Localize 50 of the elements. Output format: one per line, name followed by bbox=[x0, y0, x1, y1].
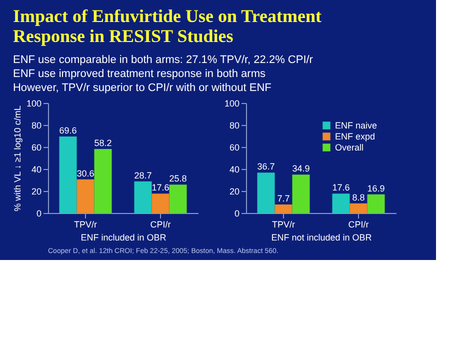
y-tick-label: 20 bbox=[229, 186, 240, 196]
legend-label: Overall bbox=[335, 142, 364, 152]
y-tick-label: 80 bbox=[31, 120, 42, 130]
data-label: 28.7 bbox=[134, 170, 152, 180]
y-tick-label: 100 bbox=[26, 98, 42, 108]
bar bbox=[169, 184, 187, 213]
y-tick-label: 0 bbox=[36, 208, 42, 218]
x-tick-label: TPV/r bbox=[74, 220, 98, 230]
legend-label: ENF expd bbox=[335, 132, 376, 142]
y-tick-label: 40 bbox=[31, 164, 42, 174]
bar bbox=[152, 194, 170, 213]
bar bbox=[94, 148, 112, 213]
y-tick-label: 80 bbox=[229, 120, 240, 130]
data-label: 25.8 bbox=[169, 174, 187, 184]
data-label: 7.7 bbox=[277, 194, 290, 204]
y-tick-label: 20 bbox=[31, 186, 42, 196]
y-tick-label: 60 bbox=[31, 142, 42, 152]
legend-label: ENF naive bbox=[335, 120, 378, 130]
x-tick-label: CPI/r bbox=[348, 220, 369, 230]
data-label: 16.9 bbox=[367, 183, 385, 194]
bar bbox=[134, 181, 152, 213]
x-tick-label: CPI/r bbox=[150, 220, 171, 230]
y-tick-label: 40 bbox=[229, 164, 240, 174]
text: ENF use improved treatment response in both arms bbox=[12, 68, 266, 80]
data-label: 17.6 bbox=[152, 182, 170, 193]
bar bbox=[76, 179, 94, 213]
text: ENF use comparable in both arms: 27.1% TPV/r, 22.2% CPI/r bbox=[12, 54, 313, 66]
y-axis-title: % with VL ↓ ≥1 log10 c/mL bbox=[12, 106, 22, 212]
data-label: 58.2 bbox=[94, 138, 112, 148]
data-label: 36.7 bbox=[257, 162, 275, 172]
data-label: 30.6 bbox=[76, 168, 94, 178]
x-axis-title: ENF not included in OBR bbox=[271, 232, 372, 242]
bar bbox=[59, 136, 77, 213]
y-tick-label: 100 bbox=[224, 98, 240, 108]
bar bbox=[292, 174, 310, 213]
data-label: 8.8 bbox=[352, 192, 365, 202]
x-tick-label: TPV/r bbox=[272, 220, 296, 230]
bar bbox=[274, 204, 292, 213]
bar bbox=[257, 172, 275, 213]
text: However, TPV/r superior to CPI/r with or without ENF bbox=[12, 82, 272, 94]
bar bbox=[367, 194, 385, 213]
y-tick-label: 0 bbox=[234, 208, 240, 218]
x-axis-title: ENF included in OBR bbox=[80, 232, 167, 242]
data-label: 69.6 bbox=[59, 125, 77, 136]
y-tick-label: 60 bbox=[229, 142, 240, 152]
bar bbox=[350, 203, 368, 213]
data-label: 17.6 bbox=[332, 182, 350, 193]
data-label: 34.9 bbox=[292, 164, 310, 174]
bar bbox=[332, 194, 350, 213]
chart-title: Impact of Enfuvirtide Use on Treatment Response in RESIST Studies bbox=[12, 6, 322, 46]
